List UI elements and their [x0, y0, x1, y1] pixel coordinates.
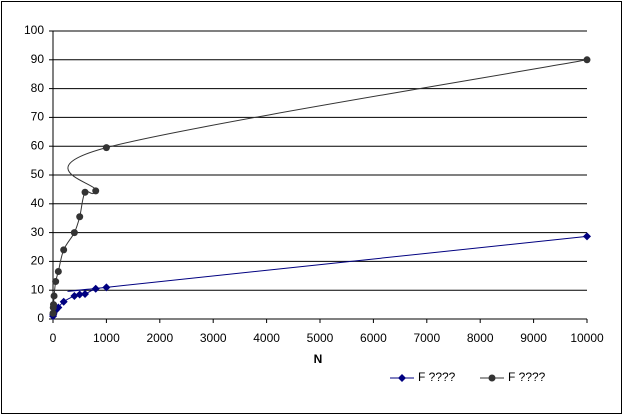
data-point — [76, 213, 84, 221]
data-point — [102, 144, 110, 152]
data-point — [91, 284, 100, 293]
y-tick-label: 40 — [31, 196, 45, 210]
legend-marker — [398, 374, 406, 382]
y-tick-label: 60 — [31, 138, 45, 152]
y-tick-label: 70 — [31, 110, 45, 124]
y-tick-label: 20 — [31, 254, 45, 268]
y-tick-label: 90 — [31, 52, 45, 66]
x-tick-label: 5000 — [307, 331, 334, 345]
legend-label: F ???? — [418, 370, 456, 384]
data-point — [583, 232, 591, 241]
data-point — [81, 289, 90, 298]
data-point — [92, 187, 100, 195]
y-tick-label: 50 — [31, 167, 45, 181]
data-point — [60, 246, 68, 254]
data-point — [49, 309, 57, 317]
data-point — [81, 188, 89, 196]
legend-marker — [488, 374, 496, 382]
y-tick-label: 30 — [31, 225, 45, 239]
x-tick-label: 4000 — [253, 331, 280, 345]
x-tick-label: 1000 — [93, 331, 120, 345]
x-tick-label: 2000 — [146, 331, 173, 345]
x-tick-label: 6000 — [360, 331, 387, 345]
y-tick-label: 100 — [24, 23, 44, 37]
y-tick-label: 0 — [37, 311, 44, 325]
legend-label: F ???? — [508, 370, 546, 384]
data-point — [102, 283, 111, 292]
data-point — [583, 56, 591, 64]
data-point — [50, 301, 58, 309]
x-tick-label: 0 — [50, 331, 57, 345]
x-tick-label: 8000 — [467, 331, 494, 345]
x-tick-label: 3000 — [200, 331, 227, 345]
data-point — [52, 278, 60, 286]
x-tick-label: 9000 — [520, 331, 547, 345]
data-point — [75, 290, 84, 299]
x-tick-label: 10000 — [570, 331, 604, 345]
data-point — [50, 292, 58, 300]
data-point — [54, 267, 62, 275]
data-point — [70, 229, 78, 237]
x-axis-label: N — [314, 352, 323, 366]
data-point — [59, 297, 68, 306]
y-tick-label: 10 — [31, 282, 45, 296]
x-tick-label: 7000 — [413, 331, 440, 345]
y-tick-label: 80 — [31, 81, 45, 95]
